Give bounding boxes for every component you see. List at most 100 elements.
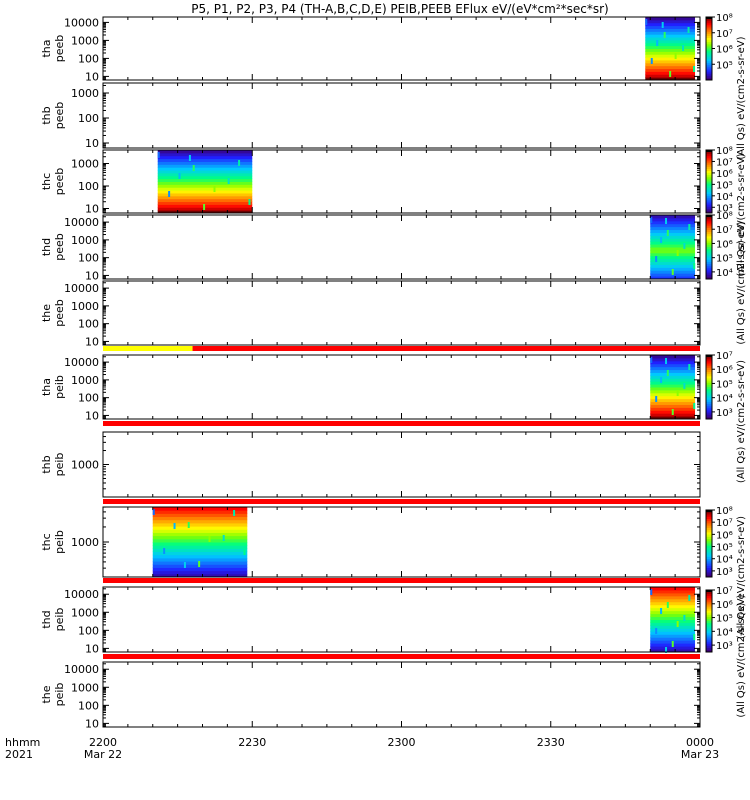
colorbar-cell: [706, 604, 712, 608]
colorbar-cell: [706, 234, 712, 237]
panel-label-species: peeb: [53, 102, 66, 130]
spectrogram-cell: [650, 610, 696, 615]
panel-label-species: peib: [53, 608, 66, 632]
colorbar-cell: [706, 616, 712, 620]
status-strip-segment: [103, 578, 700, 583]
panel-tha-peeb: 10000 1000 100 10 tha peeb: [40, 16, 701, 83]
panel-the-peeb: 10000 1000 100 10 the peeb: [40, 280, 701, 351]
spectrogram-cell: [152, 516, 248, 521]
spectrogram-cell: [157, 164, 253, 168]
y-tick-label: 100: [78, 318, 99, 331]
spectrogram-cell: [650, 235, 696, 239]
spectrogram-cell: [152, 507, 248, 511]
colorbar-cell: [706, 221, 712, 225]
spectrogram-cell: [650, 589, 696, 594]
spectrogram-speckle: [660, 608, 663, 614]
spectrogram-cell: [645, 65, 696, 70]
spectrogram-speckle: [666, 370, 669, 376]
y-tick-label: 10000: [64, 588, 99, 601]
spectrogram-speckle: [157, 152, 160, 158]
spectrogram-cell: [157, 167, 253, 171]
spectrogram-speckle: [665, 647, 668, 653]
colorbar-cell: [706, 202, 712, 206]
spectrogram-cell: [157, 175, 253, 180]
colorbar-cell: [706, 387, 712, 390]
spectrogram-cell: [650, 215, 696, 219]
spectrogram-cell: [650, 619, 696, 623]
colorbar-cell: [706, 65, 712, 68]
x-corner-label: hhmm: [5, 736, 40, 749]
spectrogram-speckle: [168, 191, 171, 197]
colorbar-cell: [706, 247, 712, 250]
y-tick-label: 10: [85, 203, 99, 216]
colorbar-label: (All Qs) eV/(cm2-s-sr-eV): [736, 360, 747, 483]
spectrogram-cell: [650, 637, 696, 641]
colorbar-cell: [706, 52, 712, 56]
spectrogram-speckle: [669, 71, 672, 77]
colorbar-cell: [706, 244, 712, 248]
spectrogram-speckle: [198, 561, 201, 567]
colorbar-cell: [706, 406, 712, 409]
colorbar-cell: [706, 48, 712, 52]
colorbar-cell: [706, 561, 712, 565]
spectrogram-cell: [650, 232, 696, 236]
colorbar-cell: [706, 625, 712, 628]
colorbar-cell: [706, 61, 712, 64]
spectrogram-cell: [650, 646, 696, 650]
colorbar-cell: [706, 547, 712, 551]
spectrogram-speckle: [656, 40, 659, 46]
panel-frame: [102, 354, 701, 420]
colorbar-cell: [706, 408, 712, 411]
colorbar-cell: [706, 77, 712, 81]
spectrogram-cell: [650, 404, 696, 408]
colorbar-cell: [706, 204, 712, 208]
spectrogram-speckle: [693, 403, 696, 409]
colorbar-thd-peib: 10⁷ 10⁶ 10⁵ 10⁴ 10³ (All Qs) eV/(cm2-s-sr-eV): [705, 586, 747, 718]
panel-frame: [102, 586, 701, 653]
spectrogram-cell: [157, 201, 253, 205]
panel-the-peib: 10000 1000 100 10 the peib: [40, 661, 701, 730]
panel-label-probe: tha: [40, 378, 53, 396]
spectrogram-cell: [650, 363, 696, 368]
spectrogram-speckle: [208, 536, 211, 542]
x-tick-label: 2230: [238, 736, 266, 749]
colorbar-cell: [706, 71, 712, 75]
panel-label-probe: thb: [40, 106, 53, 124]
colorbar-cell: [706, 639, 712, 643]
status-strip-segment: [103, 499, 700, 504]
spectrogram-speckle: [676, 621, 679, 627]
spectrogram-cell: [650, 401, 696, 405]
spectrogram-speckle: [655, 396, 658, 402]
colorbar-cell: [706, 196, 712, 199]
colorbar-tick-label: 10⁷: [716, 29, 733, 40]
colorbar-cell: [706, 175, 712, 178]
panel-label-probe: thd: [40, 610, 53, 628]
colorbar-cell: [706, 641, 712, 645]
spectrogram-cell: [650, 220, 696, 225]
colorbar-label: (All Qs) eV/(cm2-s-sr-eV): [736, 36, 747, 159]
colorbar-cell: [706, 367, 712, 371]
colorbar-tick-label: 10⁷: [716, 157, 733, 168]
colorbar-label: (All Qs) eV/(cm2-s-sr-eV): [736, 221, 747, 344]
spectrogram-cell: [645, 77, 696, 81]
colorbar-cell: [706, 236, 712, 239]
colorbar-thd-peeb: 10⁸ 10⁷ 10⁶ 10⁵ 10⁴ (All Qs) eV/(cm2-s-sr-eV): [705, 211, 747, 345]
panel-label-probe: thc: [40, 173, 53, 190]
colorbar-cell: [706, 393, 712, 397]
colorbar-cell: [706, 594, 712, 597]
panel-label-probe: thd: [40, 238, 53, 256]
y-tick-label: 1000: [71, 681, 99, 694]
spectrogram-cell: [152, 538, 248, 543]
spectrogram-cell: [152, 570, 248, 575]
spectrogram-cell: [650, 241, 696, 245]
spectrogram-speckle: [222, 535, 225, 541]
colorbar-cell: [706, 612, 712, 616]
colorbar-cell: [706, 223, 712, 227]
panel-tha-peib: 10000 1000 100 10 tha peib: [40, 354, 701, 426]
colorbar-cell: [706, 550, 712, 553]
spectrogram-speckle: [183, 562, 186, 568]
spectrogram-cell: [152, 526, 248, 530]
spectrogram-speckle: [192, 165, 195, 171]
spectrogram-cell: [650, 252, 696, 257]
